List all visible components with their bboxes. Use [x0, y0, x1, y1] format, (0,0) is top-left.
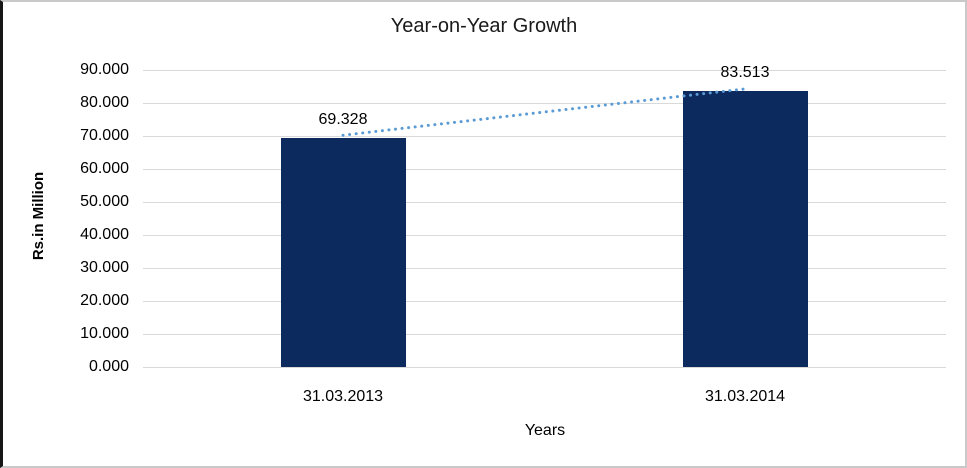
gridline	[143, 268, 946, 269]
gridline	[143, 301, 946, 302]
y-axis-tick-label: 60.000	[80, 160, 129, 177]
y-axis-tick-label: 90.000	[80, 61, 129, 78]
gridline	[143, 70, 946, 71]
gridline	[143, 367, 946, 368]
gridline	[143, 334, 946, 335]
x-axis-title: Years	[524, 422, 566, 439]
y-axis-tick-label: 0.000	[88, 358, 129, 375]
y-axis-tick-label: 30.000	[80, 259, 129, 276]
y-axis-tick-label: 80.000	[80, 94, 129, 111]
x-axis-tick-label: 31.03.2014	[704, 388, 786, 405]
y-axis-title: Rs.in Million	[30, 171, 47, 261]
bar-value-label: 83.513	[720, 64, 770, 81]
bar-value-label: 69.328	[318, 111, 368, 128]
gridline	[143, 202, 946, 203]
y-axis-tick-label: 50.000	[80, 193, 129, 210]
bar	[682, 91, 808, 367]
bar	[280, 138, 406, 367]
chart-title: Year-on-Year Growth	[390, 15, 578, 37]
gridline	[143, 136, 946, 137]
gridline	[143, 235, 946, 236]
y-axis-tick-label: 70.000	[80, 127, 129, 144]
y-axis-tick-label: 40.000	[80, 226, 129, 243]
y-axis-tick-label: 10.000	[80, 325, 129, 342]
gridline	[143, 103, 946, 104]
y-axis-tick-label: 20.000	[80, 292, 129, 309]
gridline	[143, 169, 946, 170]
x-axis-tick-label: 31.03.2013	[302, 388, 384, 405]
